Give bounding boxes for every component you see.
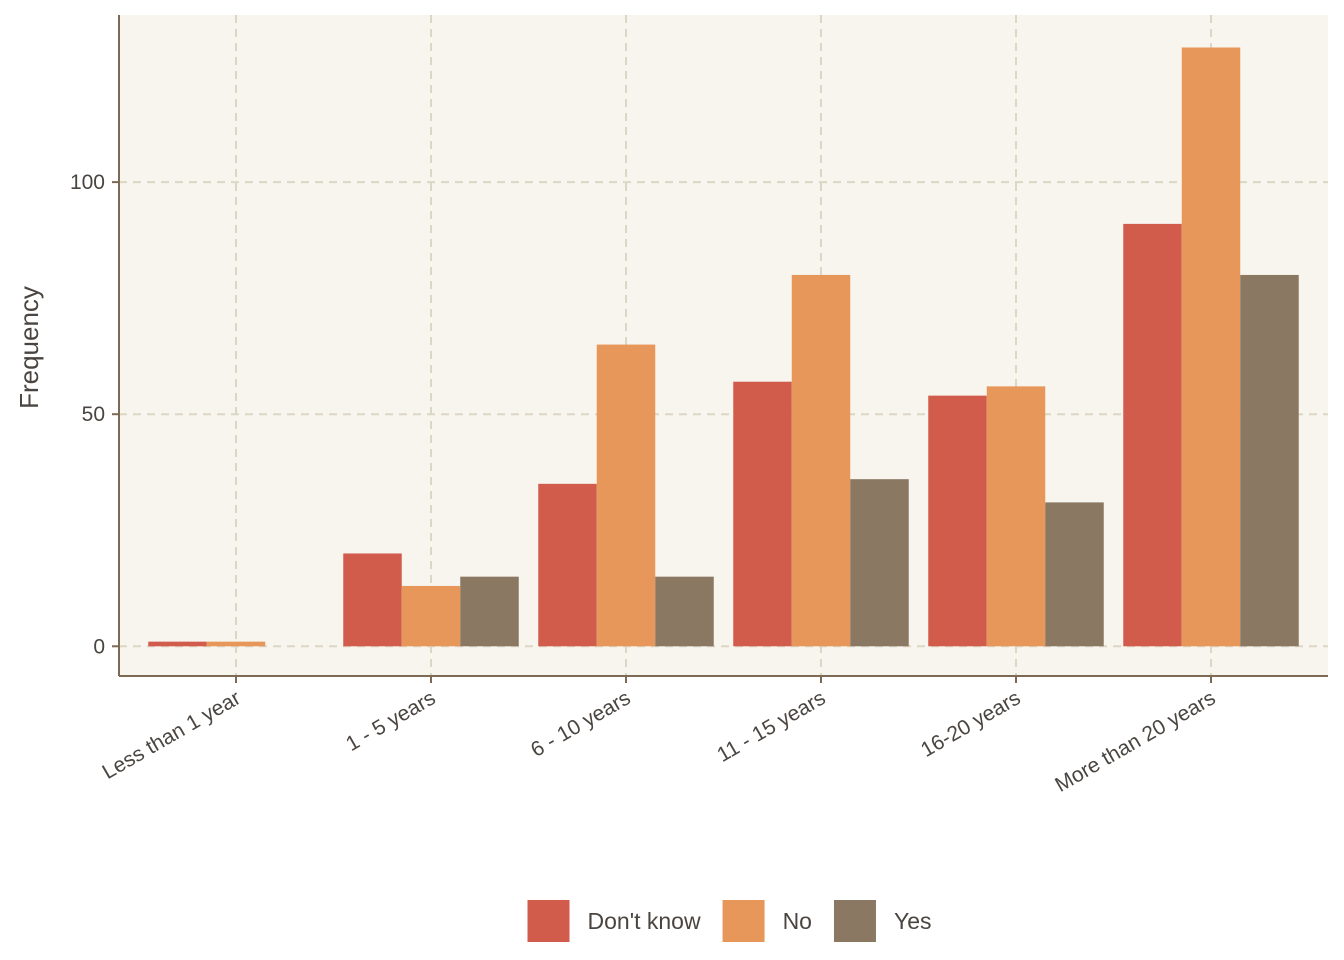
- bar: [1123, 223, 1182, 647]
- bar: [655, 576, 714, 647]
- x-tick-label: 6 - 10 years: [527, 686, 635, 761]
- x-tick-label: 11 - 15 years: [713, 686, 829, 766]
- legend-swatch: [833, 900, 876, 942]
- bar: [460, 576, 519, 647]
- x-tick-labels: Less than 1 year 1 - 5 years 6 - 10 years 1…: [99, 686, 1220, 796]
- x-tick-label: Less than 1 year: [99, 686, 245, 784]
- bar: [148, 641, 207, 647]
- bar: [928, 395, 987, 647]
- bar: [343, 553, 402, 647]
- bar: [538, 483, 597, 647]
- bar: [596, 344, 656, 647]
- bar: [850, 479, 909, 647]
- x-tick-label: 1 - 5 years: [342, 686, 439, 756]
- y-tick-label: 100: [70, 171, 105, 194]
- bar: [733, 381, 792, 647]
- y-tick-label: 0: [93, 635, 105, 658]
- x-tick-label: More than 20 years: [1051, 686, 1219, 796]
- legend-label: No: [783, 908, 812, 934]
- legend-label: Yes: [894, 908, 932, 934]
- y-axis-title: Frequency: [14, 286, 44, 409]
- y-tick-labels: 0 50 100: [70, 171, 105, 658]
- bar: [1240, 274, 1299, 647]
- bar: [1045, 502, 1104, 647]
- legend: Don't know No Yes: [527, 900, 932, 942]
- bar: [791, 274, 851, 647]
- x-tick-label: 16-20 years: [917, 686, 1025, 761]
- bar: [206, 641, 266, 647]
- legend-swatch: [527, 900, 570, 942]
- bar: [1181, 47, 1241, 647]
- legend-swatch: [722, 900, 765, 942]
- y-tick-label: 50: [82, 403, 105, 426]
- legend-label: Don't know: [588, 908, 701, 934]
- bar: [986, 386, 1046, 647]
- bars: [148, 47, 1299, 647]
- axes: [112, 15, 1328, 683]
- bar: [401, 585, 461, 647]
